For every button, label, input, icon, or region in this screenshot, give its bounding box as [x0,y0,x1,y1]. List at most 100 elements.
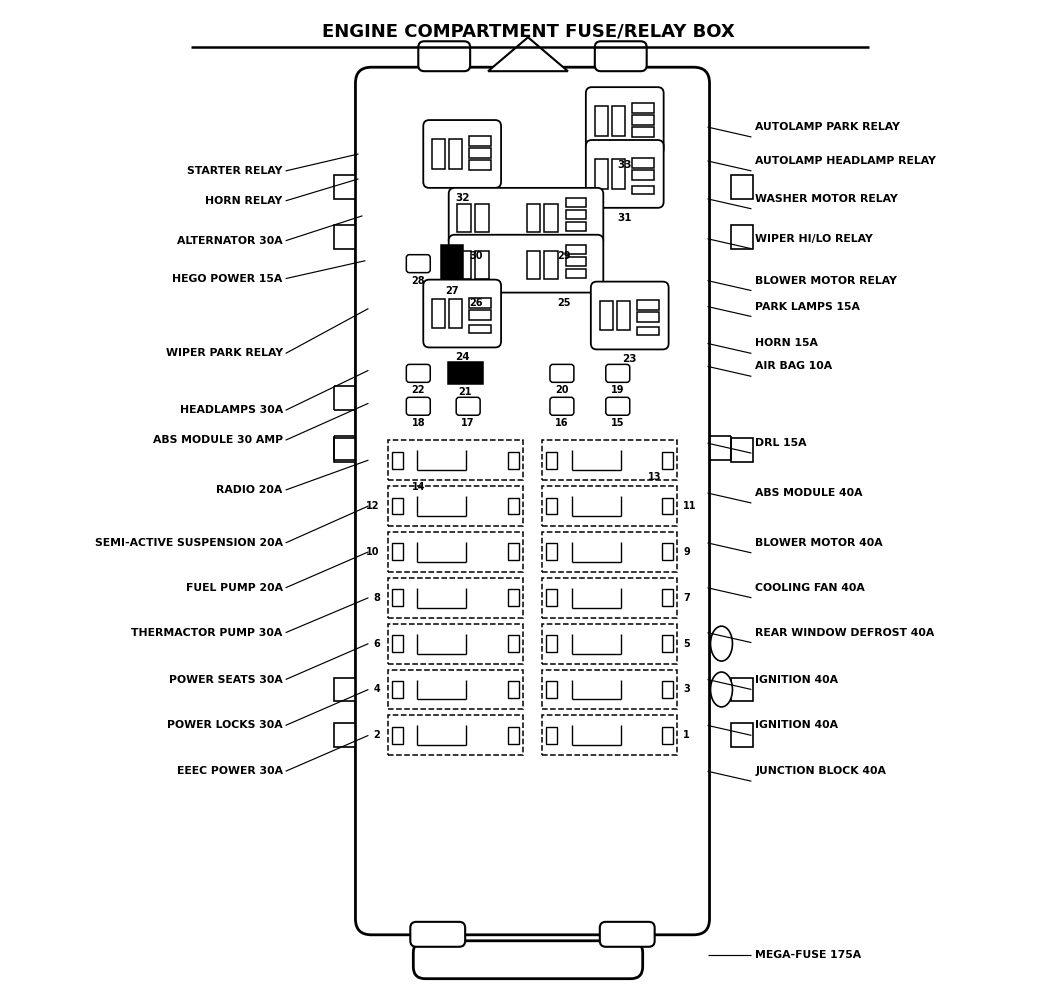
Bar [662,498,673,514]
Text: RADIO 20A: RADIO 20A [216,485,283,495]
FancyBboxPatch shape [407,255,430,272]
Text: HEADLAMPS 30A: HEADLAMPS 30A [180,405,283,415]
Bar [334,438,356,462]
Bar [388,486,523,526]
Text: 15: 15 [611,418,624,428]
Text: 13: 13 [648,472,661,482]
FancyBboxPatch shape [600,922,655,947]
Text: REAR WINDOW DEFROST 40A: REAR WINDOW DEFROST 40A [755,628,935,638]
Text: 31: 31 [618,213,631,223]
FancyBboxPatch shape [586,87,663,155]
FancyBboxPatch shape [418,41,470,72]
FancyBboxPatch shape [413,940,643,979]
Text: 4: 4 [373,684,380,695]
Text: 23: 23 [622,355,637,365]
Bar [392,635,402,652]
Bar [469,326,491,334]
Text: 16: 16 [555,418,569,428]
Bar [637,328,659,336]
Bar [546,452,558,469]
Bar [566,222,586,231]
Bar [662,681,673,698]
Text: 20: 20 [555,385,569,395]
Text: 6: 6 [373,639,380,648]
Bar [732,225,753,249]
Bar [546,498,558,514]
Text: 25: 25 [558,297,570,307]
Text: 28: 28 [412,275,426,285]
Bar [469,160,491,170]
Bar [392,727,402,744]
Bar [508,635,518,652]
Text: 9: 9 [683,547,690,556]
Text: 11: 11 [683,501,697,511]
FancyBboxPatch shape [407,364,430,382]
Text: 14: 14 [412,482,425,492]
Bar [662,590,673,606]
Text: WASHER MOTOR RELAY: WASHER MOTOR RELAY [755,194,899,204]
Text: STARTER RELAY: STARTER RELAY [187,166,283,176]
Text: DRL 15A: DRL 15A [755,438,807,449]
Bar [449,298,463,329]
Text: ABS MODULE 40A: ABS MODULE 40A [755,488,863,498]
FancyBboxPatch shape [550,364,573,382]
Text: PARK LAMPS 15A: PARK LAMPS 15A [755,301,861,311]
Text: 10: 10 [366,547,380,556]
FancyBboxPatch shape [550,397,573,415]
Text: POWER SEATS 30A: POWER SEATS 30A [169,674,283,684]
Bar [546,635,558,652]
Bar [662,635,673,652]
Bar [456,251,471,278]
Bar [508,727,518,744]
FancyBboxPatch shape [643,452,666,469]
Bar [508,452,518,469]
Bar [469,148,491,158]
Bar [334,225,356,249]
Polygon shape [488,37,568,72]
FancyBboxPatch shape [356,68,710,934]
Text: 12: 12 [366,501,380,511]
Bar [408,442,429,479]
Bar [474,251,489,278]
Bar [508,543,518,560]
Bar [469,136,491,146]
Bar [566,269,586,277]
Bar [543,716,677,755]
Text: HORN RELAY: HORN RELAY [206,196,283,206]
Bar [595,106,608,136]
Bar [732,724,753,747]
FancyBboxPatch shape [449,187,603,246]
Bar [546,681,558,698]
Bar [388,532,523,572]
Bar [631,158,654,168]
Bar [388,716,523,755]
Bar [662,543,673,560]
Bar [545,251,559,278]
Text: 5: 5 [683,639,690,648]
Bar [566,257,586,266]
Bar [388,624,523,663]
FancyBboxPatch shape [606,364,629,382]
Bar [334,724,356,747]
Bar [334,677,356,702]
Text: 8: 8 [373,593,380,603]
Bar [611,159,625,188]
FancyBboxPatch shape [423,120,501,187]
Bar [617,300,629,331]
Text: HORN 15A: HORN 15A [755,339,818,349]
Bar [432,139,446,169]
Bar [595,159,608,188]
Text: ABS MODULE 30 AMP: ABS MODULE 30 AMP [152,435,283,446]
Bar [631,103,654,113]
Text: HEGO POWER 15A: HEGO POWER 15A [172,273,283,283]
Bar [469,297,491,307]
Bar [546,727,558,744]
Bar [508,590,518,606]
Text: 3: 3 [683,684,690,695]
Bar [441,245,464,282]
Bar [546,543,558,560]
Bar [631,185,654,194]
Text: 7: 7 [683,593,690,603]
Text: MEGA-FUSE 175A: MEGA-FUSE 175A [755,950,862,960]
Text: ALTERNATOR 30A: ALTERNATOR 30A [177,236,283,246]
